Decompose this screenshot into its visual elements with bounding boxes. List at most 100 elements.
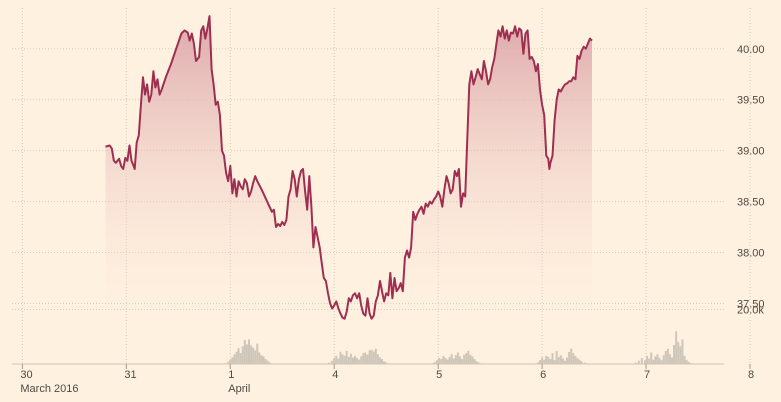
volume-bar-52 xyxy=(436,360,439,364)
volume-bar-61 xyxy=(454,355,457,364)
volume-bar-13 xyxy=(252,347,255,364)
volume-bar-70 xyxy=(473,359,476,364)
volume-bar-80 xyxy=(549,359,552,364)
volume-bar-43 xyxy=(372,351,375,364)
volume-bar-77 xyxy=(543,359,546,364)
volume-bar-18 xyxy=(262,356,265,364)
volume-bar-86 xyxy=(561,358,564,364)
volume-bar-78 xyxy=(545,355,548,364)
volume-bar-53 xyxy=(438,358,441,364)
volume-bar-45 xyxy=(376,354,379,364)
volume-bar-48 xyxy=(383,361,386,364)
volume-bar-87 xyxy=(563,360,566,364)
volume-bar-29 xyxy=(343,355,346,364)
volume-bar-28 xyxy=(341,354,344,364)
volume-bar-41 xyxy=(368,350,371,364)
volume-bars xyxy=(224,331,692,364)
volume-bar-7 xyxy=(239,353,242,364)
price-area xyxy=(105,15,593,344)
volume-bar-35 xyxy=(356,358,359,364)
volume-bar-85 xyxy=(559,355,562,364)
volume-bar-16 xyxy=(258,352,261,364)
volume-bar-46 xyxy=(378,357,381,364)
volume-bar-101 xyxy=(644,360,647,364)
volume-bar-72 xyxy=(477,362,480,364)
volume-bar-100 xyxy=(640,358,643,364)
volume-bar-113 xyxy=(668,354,671,364)
volume-bar-91 xyxy=(572,353,575,364)
volume-bar-69 xyxy=(471,356,474,364)
volume-bar-12 xyxy=(250,345,253,364)
volume-bar-76 xyxy=(541,357,544,364)
volume-bar-122 xyxy=(687,361,690,364)
volume-bar-68 xyxy=(469,354,472,364)
volume-bar-15 xyxy=(256,343,259,364)
volume-bar-0 xyxy=(224,363,227,364)
volume-bar-103 xyxy=(648,358,651,364)
volume-bar-36 xyxy=(358,359,361,364)
x-tick-label-6: 7 xyxy=(644,369,650,381)
volume-bar-31 xyxy=(347,356,350,364)
volume-bar-54 xyxy=(440,359,443,364)
volume-bar-44 xyxy=(374,348,377,364)
volume-bar-32 xyxy=(349,353,352,364)
volume-bar-110 xyxy=(662,355,665,364)
price-area-fill xyxy=(105,16,592,344)
volume-bar-114 xyxy=(671,357,674,364)
volume-bar-56 xyxy=(444,358,447,364)
volume-bar-108 xyxy=(658,358,661,364)
volume-bar-38 xyxy=(362,353,365,364)
y-tick-label-2: 38.50 xyxy=(737,197,765,209)
volume-bar-23 xyxy=(331,360,334,364)
volume-bar-3 xyxy=(231,357,234,364)
volume-bar-116 xyxy=(675,331,678,364)
volume-bar-1 xyxy=(227,361,230,364)
volume-bar-58 xyxy=(448,356,451,364)
y-tick-label-1: 38.00 xyxy=(737,248,765,260)
volume-bar-20 xyxy=(266,360,269,364)
volume-bar-10 xyxy=(245,344,248,364)
volume-bar-83 xyxy=(555,350,558,364)
volume-bar-71 xyxy=(475,361,478,364)
volume-bar-82 xyxy=(553,360,556,364)
volume-bar-121 xyxy=(685,359,688,364)
volume-bar-42 xyxy=(370,349,373,364)
x-tick-label-2: 1 xyxy=(228,369,234,381)
volume-bar-106 xyxy=(654,356,657,364)
volume-bar-8 xyxy=(241,346,244,364)
volume-bar-95 xyxy=(580,361,583,364)
volume-bar-98 xyxy=(634,362,637,364)
volume-bar-105 xyxy=(652,359,655,364)
volume-bar-33 xyxy=(351,357,354,364)
volume-bar-6 xyxy=(237,348,240,364)
volume-bar-55 xyxy=(442,355,445,364)
volume-bar-21 xyxy=(268,362,271,364)
y-tick-label-3: 39.00 xyxy=(737,146,765,158)
volume-bar-22 xyxy=(328,362,331,364)
volume-bar-115 xyxy=(673,344,676,364)
volume-bar-27 xyxy=(339,351,342,364)
volume-bar-93 xyxy=(576,358,579,364)
volume-bar-111 xyxy=(664,350,667,364)
volume-bar-84 xyxy=(557,356,560,364)
volume-bar-19 xyxy=(264,359,267,364)
volume-bar-39 xyxy=(364,352,367,364)
volume-bar-99 xyxy=(637,360,640,364)
x-tick-label-1: 31 xyxy=(124,369,136,381)
y-tick-label-4: 39.50 xyxy=(737,95,765,107)
volume-bar-117 xyxy=(677,342,680,364)
volume-bar-104 xyxy=(650,352,653,364)
volume-tick-label: 20.0k xyxy=(737,305,764,317)
y-tick-label-5: 40.00 xyxy=(737,44,765,56)
volume-bar-119 xyxy=(681,339,684,364)
volume-bar-26 xyxy=(337,358,340,364)
x-tick-label-0: 30 xyxy=(20,369,32,381)
volume-bar-67 xyxy=(467,350,470,364)
volume-bar-92 xyxy=(574,355,577,364)
volume-bar-50 xyxy=(431,363,434,364)
volume-bar-30 xyxy=(345,350,348,364)
volume-bar-97 xyxy=(586,363,589,364)
volume-bar-4 xyxy=(233,354,236,364)
volume-bar-17 xyxy=(260,355,263,364)
